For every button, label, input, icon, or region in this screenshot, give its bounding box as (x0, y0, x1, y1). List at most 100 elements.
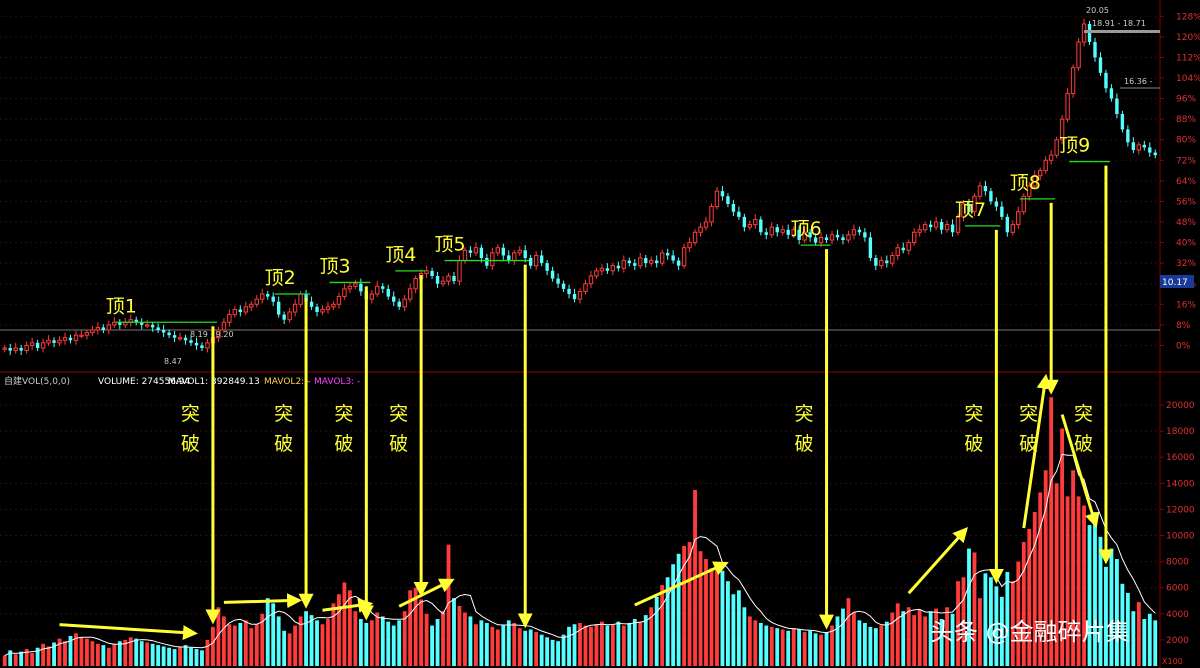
candle-body (266, 294, 270, 297)
volume-tick-label: 8000 (1166, 558, 1189, 568)
candle-body (29, 342, 35, 346)
candle-body (851, 229, 857, 236)
volume-bar (988, 577, 993, 666)
candle-body (517, 249, 522, 254)
volume-tick-label: 18000 (1166, 427, 1195, 437)
candle-body (320, 308, 325, 313)
volume-rise-arrow (322, 597, 374, 613)
candle-body (118, 322, 122, 325)
candle-body (917, 229, 922, 233)
price-tick-label: 128% (1176, 12, 1200, 22)
volume-bar (736, 590, 741, 666)
volume-bar (413, 587, 418, 666)
candle-body (659, 252, 665, 264)
candle-body (1065, 92, 1070, 120)
candle-body (857, 229, 862, 233)
candle-body (112, 321, 117, 326)
volume-bar (824, 632, 829, 666)
volume-rise-arrow (59, 623, 198, 641)
candle-body (1076, 41, 1081, 69)
price-tick-label: 80% (1176, 136, 1196, 146)
volume-bar (1054, 483, 1059, 666)
candle-body (523, 250, 527, 258)
volume-bar (260, 613, 265, 666)
volume-bar (517, 628, 522, 666)
indicator-mavol1: MAVOL1: 392849.13 (168, 377, 260, 387)
annotation-arrows (59, 165, 1114, 641)
volume-bar (791, 628, 796, 666)
candle-body (347, 285, 353, 290)
volume-bar (780, 629, 785, 666)
candle-body (994, 201, 999, 207)
volume-bar (375, 612, 380, 666)
volume-bar (293, 625, 298, 666)
volume-bar (46, 646, 51, 666)
volume-bar (747, 616, 752, 666)
volume-bar (167, 647, 172, 666)
candle-body (1059, 118, 1065, 141)
candle-body (243, 306, 248, 313)
candle-body (528, 258, 533, 266)
volume-bar (1114, 559, 1119, 666)
volume-bar (1104, 566, 1108, 666)
volume-bar (8, 650, 13, 666)
candle-body (331, 303, 336, 308)
volume-bar (337, 594, 341, 666)
volume-rise-arrow (1060, 414, 1100, 529)
volume-rise-arrow (223, 593, 303, 609)
volume-bar (95, 643, 100, 666)
volume-bar (649, 607, 654, 666)
price-tick-label: 72% (1176, 156, 1196, 166)
volume-bar (567, 626, 571, 666)
candle-body (479, 247, 484, 258)
candle-body (742, 216, 747, 228)
top-label: 顶3 (319, 255, 350, 277)
breakout-label-bottom: 破 (1074, 433, 1093, 455)
volume-tick-label: 4000 (1166, 610, 1189, 620)
candle-body (824, 237, 829, 240)
volume-bar (446, 544, 451, 666)
volume-bar (709, 568, 714, 666)
price-tick-label: 120% (1176, 33, 1200, 43)
candle-body (797, 229, 801, 240)
volume-bar (775, 628, 780, 666)
volume-tick-label: 10000 (1166, 532, 1195, 542)
volume-bar (660, 585, 665, 666)
candle-body (1000, 206, 1004, 217)
candle-body (238, 309, 243, 312)
candle-body (150, 324, 155, 328)
breakout-label-top: 突 (181, 403, 200, 425)
price-tick-label: 96% (1176, 95, 1196, 105)
volume-bar (369, 620, 374, 666)
volume-bar (271, 603, 276, 666)
volume-bar (813, 633, 818, 666)
top-label: 顶8 (1010, 172, 1041, 194)
candle-body (605, 268, 610, 271)
breakout-label-bottom: 破 (795, 433, 814, 455)
candle-body (687, 242, 692, 249)
volume-tick-label: 16000 (1166, 453, 1195, 463)
candle-body (928, 224, 933, 228)
candle-body (1120, 114, 1125, 130)
candle-body (167, 332, 171, 336)
volume-bar (41, 643, 46, 666)
candlestick-series (2, 18, 1157, 355)
candle-body (759, 219, 763, 233)
candle-body (698, 226, 703, 233)
volume-bar (605, 625, 610, 666)
volume-bar (452, 598, 456, 666)
candle-body (621, 260, 627, 269)
candle-body (73, 334, 79, 341)
candle-body (282, 314, 286, 320)
candle-body (583, 283, 588, 292)
candle-body (818, 236, 824, 244)
candle-body (46, 339, 51, 344)
price-tag-range-a-line (1084, 30, 1160, 33)
volume-bar (1049, 397, 1054, 666)
breakout-label-top: 突 (1074, 403, 1093, 425)
volume-bar (430, 625, 434, 666)
price-tick-label: 56% (1176, 197, 1196, 207)
volume-bar (1027, 529, 1032, 666)
candle-body (189, 340, 193, 343)
